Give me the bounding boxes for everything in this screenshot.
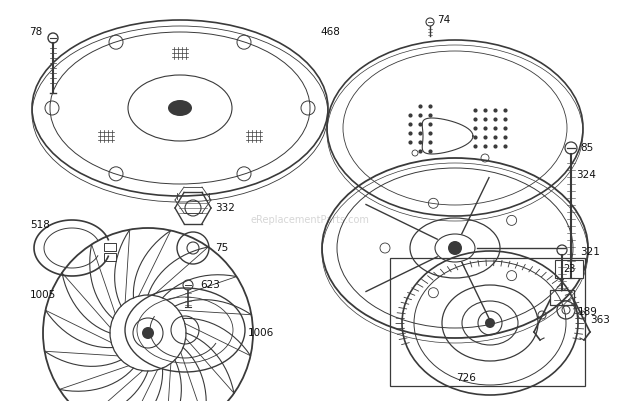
Bar — [104, 243, 117, 251]
Text: 85: 85 — [580, 143, 593, 153]
Text: 623: 623 — [200, 280, 220, 290]
Text: 74: 74 — [437, 15, 450, 25]
Bar — [390, 258, 585, 386]
Text: 363: 363 — [590, 315, 610, 325]
Text: 23: 23 — [563, 264, 575, 274]
Text: eReplacementParts.com: eReplacementParts.com — [250, 215, 370, 225]
Text: 332: 332 — [215, 203, 235, 213]
Text: 321: 321 — [580, 247, 600, 257]
Circle shape — [485, 318, 495, 328]
Circle shape — [142, 327, 154, 339]
Circle shape — [448, 241, 462, 255]
Ellipse shape — [168, 100, 192, 116]
Text: 726: 726 — [456, 373, 476, 383]
Text: 324: 324 — [576, 170, 596, 180]
Text: 78: 78 — [29, 27, 42, 37]
Text: 189: 189 — [578, 307, 598, 317]
Text: 1005: 1005 — [30, 290, 56, 300]
Text: 468: 468 — [320, 27, 340, 37]
Text: 75: 75 — [215, 243, 228, 253]
Text: 518: 518 — [30, 220, 50, 230]
Bar — [555, 260, 583, 278]
Bar — [104, 253, 117, 261]
Bar — [550, 290, 574, 305]
Text: 1006: 1006 — [248, 328, 274, 338]
